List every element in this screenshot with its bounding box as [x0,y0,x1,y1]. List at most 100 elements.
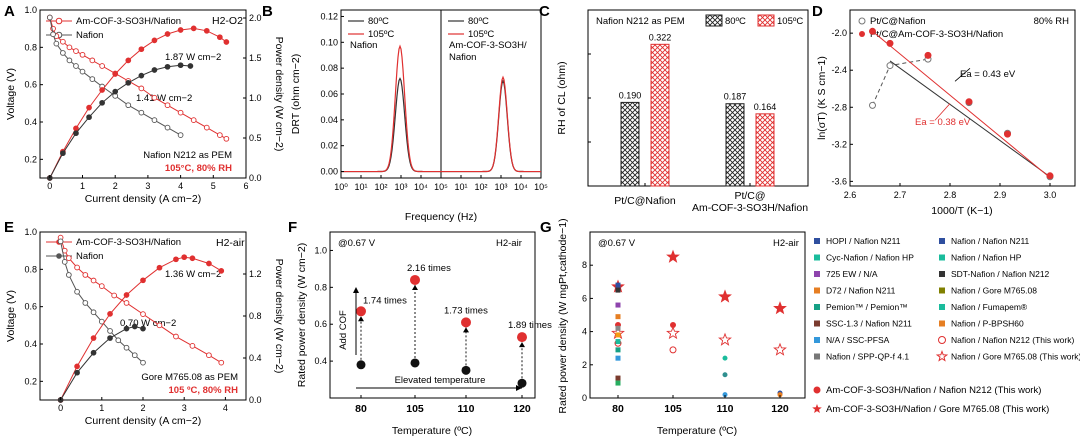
x-tick-label: 10⁰ [334,182,348,192]
y2-tick-label: 0.0 [249,395,262,405]
data-point [46,14,53,21]
data-point [112,88,119,95]
drt-curve-1-0 [441,79,541,173]
x-tick-label: 0 [58,403,63,413]
red-star [666,249,680,263]
am-cof-fit-line [872,30,1051,179]
panel-b-right-label-2: Nafion [449,52,476,63]
y-tick-label: 0.4 [24,339,37,349]
data-point [99,87,105,93]
data-point [107,328,113,334]
open-star [666,326,680,340]
data-point [138,85,145,92]
y-tick-label: 0.8 [24,264,37,274]
y2-tick-label: 1.5 [249,53,262,63]
x-tick-label: 10³ [394,182,407,192]
panel-c-cat-2-line1: Pt/C@ [734,190,765,202]
y-tick-label: 1.0 [24,227,37,237]
data-point [138,46,145,53]
panel-letter-c: C [539,3,550,20]
panel-a-ylabel: Voltage (V) [5,68,17,120]
data-point [177,109,184,116]
y2-tick-label: 1.0 [249,93,262,103]
data-point [223,39,230,45]
ratio-label: 1.89 times [508,320,552,331]
y-tick-label: 0.4 [24,117,37,127]
ratio-label: 2.16 times [407,263,451,274]
legend-marker [814,287,820,294]
data-point [73,48,79,54]
x-tick-label: 10² [474,182,487,192]
data-point [65,255,72,261]
panel-f-elevated: Elevated temperature [395,375,486,386]
data-point [140,359,146,366]
panel-a-legend-1: Am-COF-3-SO3H/Nafion [76,16,181,27]
legend-label: D72 / Nafion N211 [826,286,896,296]
data-point [61,259,68,265]
legend-marker [935,350,949,362]
data-point [156,264,163,271]
y2-tick-label: 0.4 [249,353,262,363]
legend-marker [812,404,822,413]
x-tick-label: 4 [178,181,183,191]
data-point [74,288,80,295]
panel-e-title: H2-air [216,237,245,249]
legend-label: Am-COF-3-SO3H/Nafion / Gore M765.08 (Thi… [826,404,1049,415]
red-star [773,301,787,315]
y-tick-label: 6 [582,293,587,303]
data-point [123,300,130,306]
panel-f-frame [329,231,536,399]
panel-letter-b: B [262,3,273,20]
data-point [156,322,163,329]
data-point [177,27,184,33]
annotation-pointer-1 [954,68,971,82]
literature-marker [722,392,728,398]
legend-label: Cyc-Nafion / Nafion HP [826,253,914,263]
data-point [218,268,225,274]
legend-marker [813,386,821,394]
panel-a: H2-O2 Current density (A cm−2) Voltage (… [5,5,285,205]
data-point [164,102,171,109]
panel-d-legend-marker-1 [858,17,866,25]
x-tick-label: 3.0 [1044,190,1057,200]
legend-label: Nafion / Nafion N212 (This work) [951,335,1074,345]
data-point [79,51,86,58]
legend-marker [939,320,945,327]
legend-marker-nafion [56,253,62,259]
legend-label: 725 EW / N/A [826,269,878,279]
data-point [164,31,171,37]
x-tick-label: 120 [513,403,531,415]
legend-label: HOPI / Nafion N211 [826,236,901,246]
x-tick-label: 2.7 [894,190,907,200]
panel-letter-a: A [4,3,15,20]
y2-tick-label: 2.0 [249,13,262,23]
legend-label: Nafion / Nafion HP [951,253,1022,263]
y-tick-label: 4 [582,327,587,337]
data-point [138,72,145,79]
data-point [107,311,113,317]
data-point [60,38,66,45]
literature-marker [615,314,621,320]
y-tick-label: 1.0 [314,245,327,255]
panel-c: Nafion N212 as PEM 80ºC 105ºC RH of CL (… [556,9,809,214]
legend-label: Nafion / Gore M765.08 (This work) [951,352,1080,362]
data-point [187,63,194,69]
data-point [173,333,179,340]
data-point [203,27,210,34]
panel-b-right-label-1: Am-COF-3-SO3H/ [449,40,527,51]
data-point [131,352,138,359]
red-point [517,332,527,343]
legend-label: N/A / SSC-PFSA [826,335,890,345]
panel-a-note2: 105°C, 80% RH [165,163,232,174]
legend-marker [939,287,945,294]
panel-e-legend-2: Nafion [76,251,103,262]
data-point [190,117,197,123]
x-tick-label: 10² [374,182,387,192]
y-tick-label: 8 [582,260,587,270]
panel-letter-g: G [540,219,552,236]
data-point [206,352,212,359]
data-point [111,292,118,299]
series-line-2 [60,256,222,401]
panel-f-title: H2-air [496,238,522,249]
